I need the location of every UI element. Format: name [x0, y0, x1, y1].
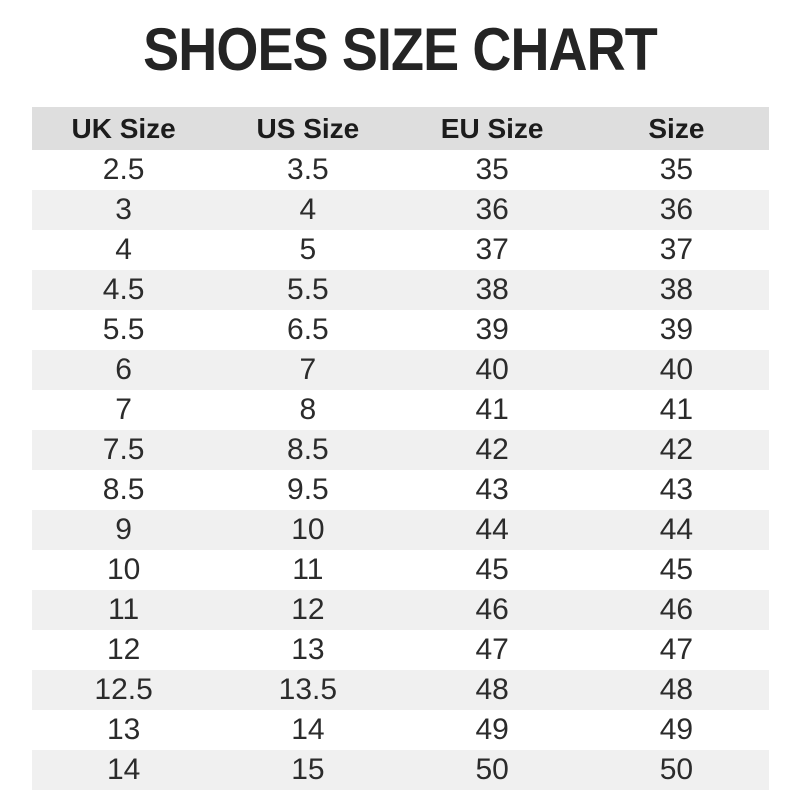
table-cell: 42 [400, 430, 585, 470]
table-cell: 40 [584, 350, 769, 390]
table-cell: 10 [215, 510, 400, 550]
table-cell: 13 [215, 630, 400, 670]
table-cell: 42 [584, 430, 769, 470]
table-row: 13 14 49 49 [31, 710, 769, 750]
table-cell: 3 [31, 190, 216, 230]
table-row: 4 5 37 37 [31, 230, 769, 270]
table-cell: 3.5 [215, 150, 400, 190]
table-row: 5.5 6.5 39 39 [31, 310, 769, 350]
table-cell: 11 [31, 590, 216, 630]
table-cell: 38 [400, 270, 585, 310]
table-cell: 46 [400, 590, 585, 630]
table-cell: 4 [215, 190, 400, 230]
table-cell: 38 [584, 270, 769, 310]
table-cell: 10 [31, 550, 216, 590]
table-cell: 6.5 [215, 310, 400, 350]
table-cell: 9.5 [215, 470, 400, 510]
table-row: 14 15 50 50 [31, 750, 769, 790]
table-row: 12.5 13.5 48 48 [31, 670, 769, 710]
table-row: 2.5 3.5 35 35 [31, 150, 769, 190]
table-row: 7.5 8.5 42 42 [31, 430, 769, 470]
table-cell: 45 [400, 550, 585, 590]
table-row: 6 7 40 40 [31, 350, 769, 390]
table-cell: 49 [584, 710, 769, 750]
table-cell: 5.5 [31, 310, 216, 350]
table-cell: 14 [31, 750, 216, 790]
table-cell: 35 [584, 150, 769, 190]
table-header: UK Size US Size EU Size Size [31, 107, 769, 150]
table-cell: 5 [215, 230, 400, 270]
table-cell: 15 [215, 750, 400, 790]
table-cell: 12.5 [31, 670, 216, 710]
table-row: 3 4 36 36 [31, 190, 769, 230]
table-cell: 45 [584, 550, 769, 590]
table-cell: 37 [400, 230, 585, 270]
table-cell: 50 [400, 750, 585, 790]
table-cell: 7 [215, 350, 400, 390]
table-row: 7 8 41 41 [31, 390, 769, 430]
table-cell: 13.5 [215, 670, 400, 710]
table-cell: 43 [584, 470, 769, 510]
table-cell: 6 [31, 350, 216, 390]
table-cell: 40 [400, 350, 585, 390]
table-cell: 44 [400, 510, 585, 550]
table-cell: 37 [584, 230, 769, 270]
table-cell: 8.5 [215, 430, 400, 470]
table-row: 9 10 44 44 [31, 510, 769, 550]
table-cell: 39 [584, 310, 769, 350]
column-header-eu-size: EU Size [400, 107, 585, 150]
table-cell: 5.5 [215, 270, 400, 310]
table-row: 8.5 9.5 43 43 [31, 470, 769, 510]
table-cell: 47 [584, 630, 769, 670]
column-header-uk-size: UK Size [31, 107, 216, 150]
table-cell: 41 [400, 390, 585, 430]
page-title: SHOES SIZE CHART [143, 16, 658, 83]
table-cell: 36 [584, 190, 769, 230]
table-cell: 41 [584, 390, 769, 430]
table-cell: 47 [400, 630, 585, 670]
table-cell: 14 [215, 710, 400, 750]
table-cell: 36 [400, 190, 585, 230]
table-cell: 7.5 [31, 430, 216, 470]
table-cell: 11 [215, 550, 400, 590]
table-cell: 44 [584, 510, 769, 550]
table-cell: 12 [215, 590, 400, 630]
table-row: 10 11 45 45 [31, 550, 769, 590]
table-cell: 2.5 [31, 150, 216, 190]
table-row: 11 12 46 46 [31, 590, 769, 630]
table-cell: 43 [400, 470, 585, 510]
header-row: UK Size US Size EU Size Size [31, 107, 769, 150]
table-cell: 7 [31, 390, 216, 430]
table-row: 12 13 47 47 [31, 630, 769, 670]
table-row: 4.5 5.5 38 38 [31, 270, 769, 310]
table-cell: 9 [31, 510, 216, 550]
column-header-us-size: US Size [215, 107, 400, 150]
table-cell: 35 [400, 150, 585, 190]
table-cell: 48 [584, 670, 769, 710]
table-cell: 8 [215, 390, 400, 430]
table-cell: 46 [584, 590, 769, 630]
table-cell: 12 [31, 630, 216, 670]
column-header-size: Size [584, 107, 769, 150]
table-cell: 50 [584, 750, 769, 790]
table-body: 2.5 3.5 35 35 3 4 36 36 4 5 37 37 4.5 5.5 38 38 5.5 6.5 39… [31, 150, 769, 790]
table-cell: 39 [400, 310, 585, 350]
table-cell: 4 [31, 230, 216, 270]
table-cell: 8.5 [31, 470, 216, 510]
table-cell: 48 [400, 670, 585, 710]
table-cell: 13 [31, 710, 216, 750]
table-cell: 49 [400, 710, 585, 750]
table-cell: 4.5 [31, 270, 216, 310]
size-chart-table: UK Size US Size EU Size Size 2.5 3.5 35 35 3 4 36… [31, 107, 769, 790]
